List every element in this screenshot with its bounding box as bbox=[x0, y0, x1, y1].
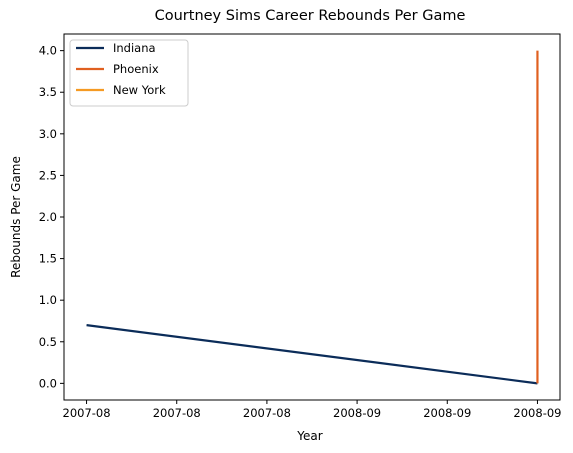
x-axis: 2007-08 2007-08 2007-08 2008-09 2008-09 2008-… bbox=[63, 400, 561, 420]
y-tick-label: 3.5 bbox=[39, 85, 57, 99]
x-tick-label: 2008-09 bbox=[333, 406, 381, 420]
chart-title: Courtney Sims Career Rebounds Per Game bbox=[155, 8, 466, 24]
y-tick-label: 0.5 bbox=[39, 335, 57, 349]
legend-label-new-york: New York bbox=[113, 83, 166, 97]
x-tick-label: 2007-08 bbox=[153, 406, 201, 420]
x-axis-label: Year bbox=[296, 429, 322, 443]
plot-area bbox=[86, 50, 539, 385]
y-tick-label: 4.0 bbox=[39, 44, 57, 58]
series-line-indiana bbox=[86, 324, 538, 385]
x-tick-label: 2007-08 bbox=[243, 406, 291, 420]
y-axis-label: Rebounds Per Game bbox=[9, 156, 23, 278]
y-tick-label: 1.0 bbox=[39, 293, 57, 307]
x-tick-label: 2007-08 bbox=[63, 406, 111, 420]
legend-label-indiana: Indiana bbox=[113, 41, 156, 55]
y-tick-label: 0.0 bbox=[39, 376, 57, 390]
x-tick-label: 2008-09 bbox=[423, 406, 471, 420]
y-tick-label: 2.5 bbox=[39, 168, 57, 182]
y-tick-label: 2.0 bbox=[39, 210, 57, 224]
y-tick-label: 1.5 bbox=[39, 252, 57, 266]
legend: Indiana Phoenix New York bbox=[69, 39, 189, 107]
legend-label-phoenix: Phoenix bbox=[113, 62, 159, 76]
y-tick-label: 3.0 bbox=[39, 127, 57, 141]
y-axis: 0.0 0.5 1.0 1.5 2.0 2.5 3.0 3.5 4.0 bbox=[39, 44, 64, 390]
x-tick-label: 2008-09 bbox=[513, 406, 561, 420]
